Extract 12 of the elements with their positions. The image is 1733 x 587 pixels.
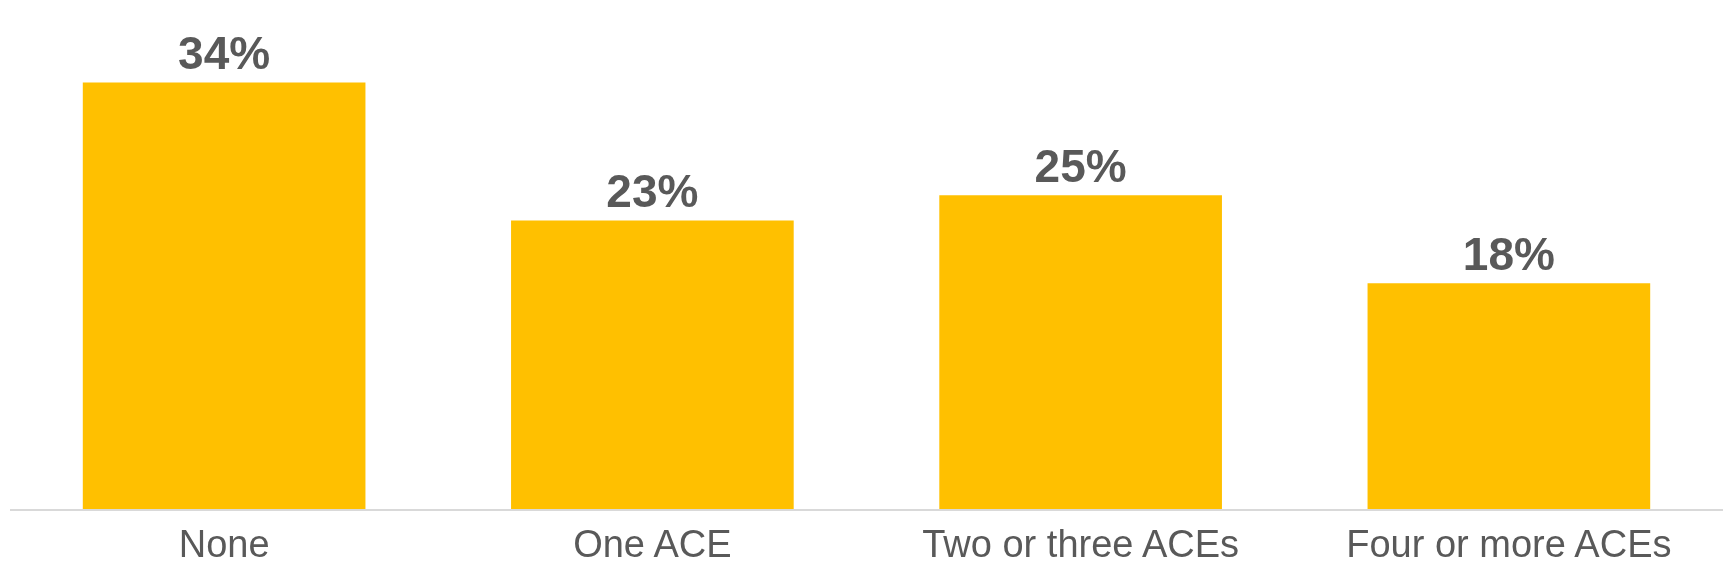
x-tick-label: None [178,522,270,565]
bar [939,195,1222,509]
bar [511,220,794,509]
bar [82,82,366,509]
x-tick-label: One ACE [573,522,732,565]
data-label: 25% [1034,140,1127,193]
x-tick-label: Two or three ACEs [922,522,1240,565]
data-label: 18% [1462,228,1555,281]
data-label: 23% [606,165,699,218]
data-label: 34% [178,27,271,80]
x-tick-label: Four or more ACEs [1346,522,1672,565]
bar [1367,283,1651,509]
